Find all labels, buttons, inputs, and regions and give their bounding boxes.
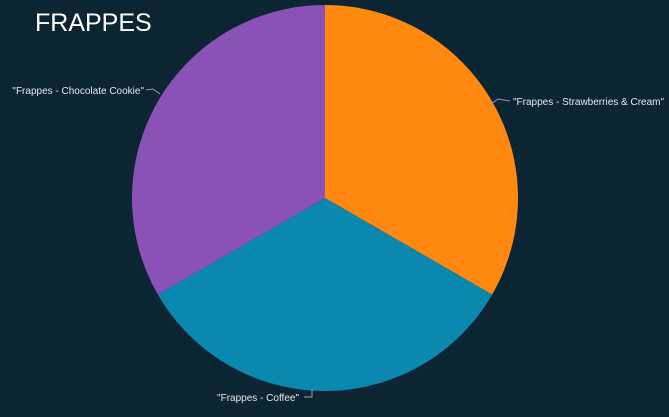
slice-label: "Frappes - Chocolate Cookie" (12, 86, 144, 97)
pie-slice[interactable] (325, 5, 518, 295)
label-leader-line (145, 88, 161, 95)
slice-label: "Frappes - Coffee" (217, 393, 299, 404)
pie-slice[interactable] (132, 5, 325, 295)
pie-slice[interactable] (157, 198, 493, 391)
slice-label: "Frappes - Strawberries & Cream" (513, 97, 664, 108)
chart-title: FRAPPES (35, 9, 152, 37)
label-leader-line (304, 389, 313, 398)
label-leader-line (490, 98, 511, 105)
